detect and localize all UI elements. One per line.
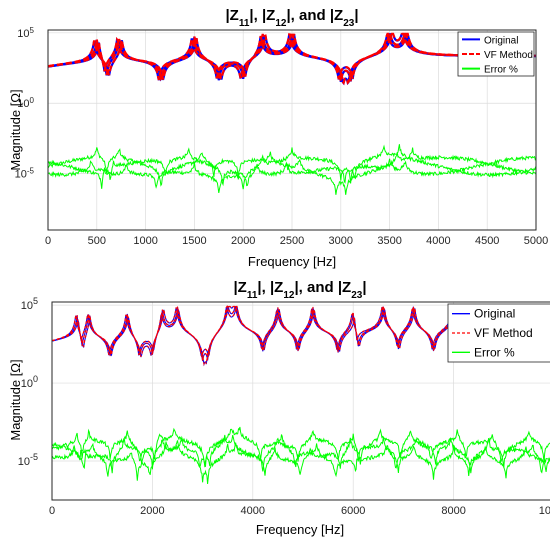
y-tick-label: 105	[21, 296, 38, 312]
x-tick-label: 6000	[341, 505, 365, 517]
x-tick-label: 4000	[426, 235, 450, 247]
series-line-vf	[48, 32, 536, 80]
series-line-error	[52, 426, 550, 481]
series-line-vf	[48, 32, 536, 82]
legend-entry-label: Original	[484, 35, 518, 46]
y-tick-labels: 105 100 10-5	[15, 25, 35, 180]
x-tick-label: 1500	[182, 235, 206, 247]
y-axis-label: Magnitude [Ω]	[8, 359, 23, 440]
series-line-error	[52, 428, 550, 484]
series-line-error	[48, 147, 536, 195]
series-line-error	[48, 144, 536, 187]
x-tick-label: 2000	[231, 235, 255, 247]
x-tick-labels: 0 2000 4000 6000 8000 10000	[49, 505, 550, 517]
x-tick-label: 4000	[241, 505, 265, 517]
y-tick-label: 100	[17, 96, 34, 111]
chart-panel-top: |Z11|, |Z12|, and |Z23| 0 500 1000 1500 2000…	[8, 7, 548, 269]
y-tick-labels: 105 100 10-5	[18, 296, 38, 468]
legend: Original VF Method Error %	[457, 31, 535, 77]
y-tick-label: 10-5	[18, 452, 38, 468]
x-axis-label: Frequency [Hz]	[256, 522, 344, 537]
x-tick-label: 2000	[140, 505, 164, 517]
x-tick-label: 5000	[524, 235, 548, 247]
series-group	[48, 32, 536, 195]
x-tick-labels: 0 500 1000 1500 2000 2500 3000 3500 4000 4500 5000	[45, 235, 548, 247]
y-tick-label: 10-5	[15, 166, 35, 181]
x-tick-label: 500	[88, 235, 106, 247]
x-tick-label: 3000	[329, 235, 353, 247]
plot-frame	[47, 29, 537, 231]
y-tick-label: 105	[17, 25, 34, 40]
legend-entry-label: Error %	[474, 345, 515, 359]
plot-frame	[51, 301, 550, 501]
x-tick-label: 2500	[280, 235, 304, 247]
chart-panel-bottom: |Z11|, |Z12|, and |Z23| 0 2000 4000 6000 800…	[8, 279, 550, 537]
x-tick-label: 0	[49, 505, 55, 517]
chart-title: |Z11|, |Z12|, and |Z23|	[233, 279, 366, 301]
legend-entry-label: VF Method	[484, 50, 533, 61]
series-clip	[48, 32, 536, 195]
legend-entry-label: Error %	[484, 65, 518, 76]
chart-title: |Z11|, |Z12|, and |Z23|	[225, 7, 358, 29]
x-tick-label: 3500	[377, 235, 401, 247]
x-axis-label: Frequency [Hz]	[248, 254, 336, 269]
series-line-error	[48, 147, 536, 193]
legend: Original VF Method Error %	[447, 303, 550, 363]
series-group	[52, 305, 550, 484]
series-line-error	[52, 427, 550, 479]
x-tick-label: 8000	[441, 505, 465, 517]
series-clip	[52, 305, 550, 484]
x-tick-label: 1000	[133, 235, 157, 247]
legend-entry-label: VF Method	[474, 326, 533, 340]
x-tick-label: 10000	[539, 505, 550, 517]
y-tick-label: 100	[21, 374, 38, 390]
x-tick-label: 4500	[475, 235, 499, 247]
legend-entry-label: Original	[474, 307, 515, 321]
x-tick-label: 0	[45, 235, 51, 247]
y-axis-label: Magnitude [Ω]	[8, 89, 23, 170]
